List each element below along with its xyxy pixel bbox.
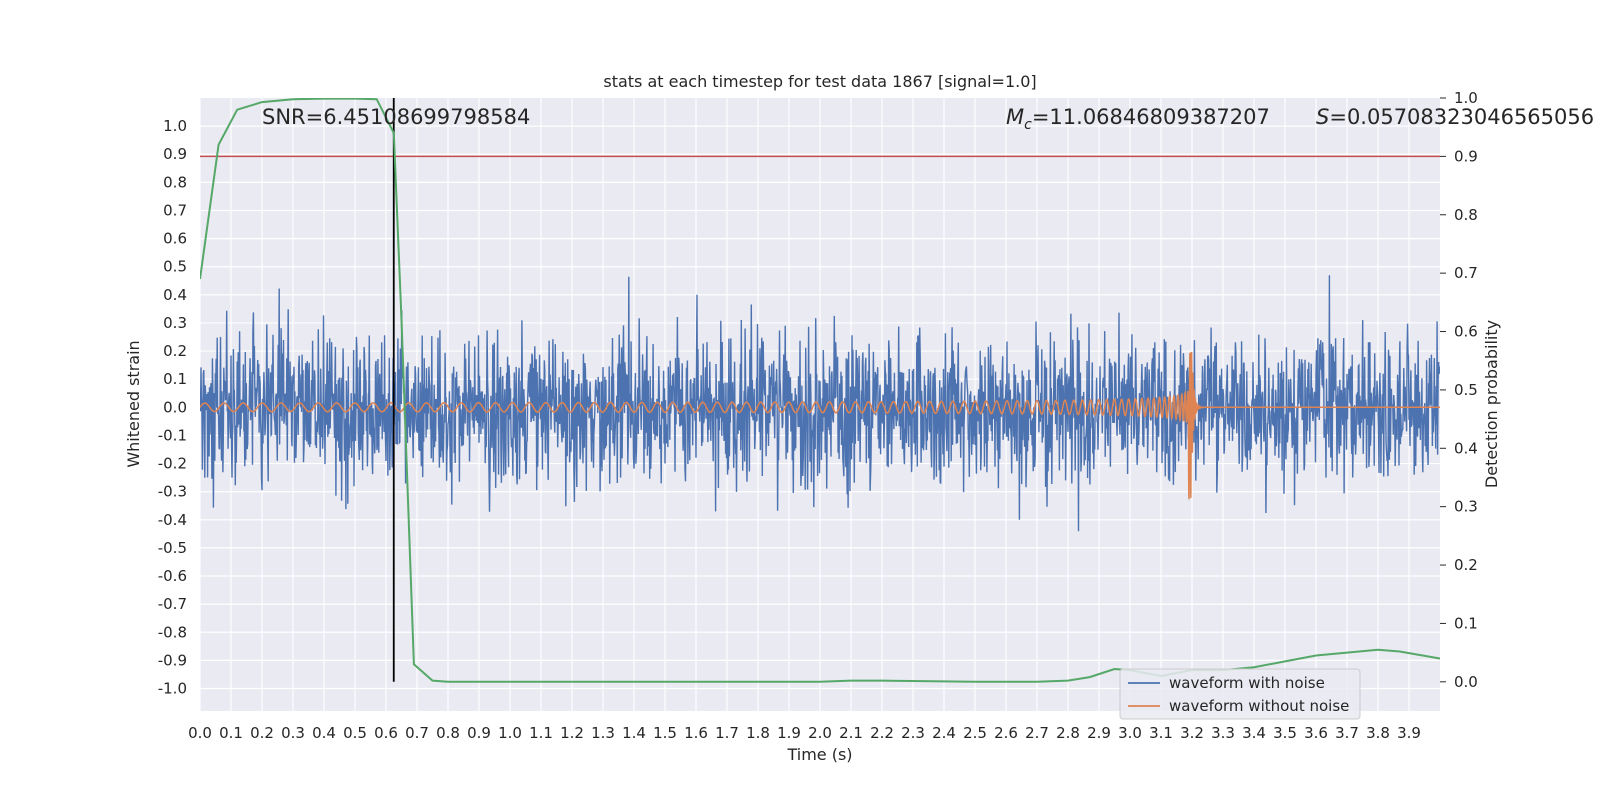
s-symbol: S: [1316, 105, 1329, 129]
x-tick-label: 3.1: [1149, 724, 1173, 742]
x-tick-label: 1.2: [560, 724, 584, 742]
x-tick-label: 3.4: [1242, 724, 1266, 742]
x-tick-label: 2.2: [870, 724, 894, 742]
x-tick-label: 1.0: [498, 724, 522, 742]
y-axis-label-left: Whitened strain: [124, 340, 143, 467]
x-tick-label: 1.4: [622, 724, 646, 742]
y-right-tick-label: 0.8: [1454, 206, 1478, 224]
y-right-tick-label: 0.1: [1454, 614, 1478, 632]
x-tick-label: 3.9: [1397, 724, 1421, 742]
x-tick-label: 0.4: [312, 724, 336, 742]
y-right-tick-label: 0.3: [1454, 498, 1478, 516]
x-tick-label: 0.8: [436, 724, 460, 742]
y-left-tick-label: 0.7: [163, 201, 187, 219]
y-left-tick-label: -0.5: [158, 539, 187, 557]
x-tick-label: 1.5: [653, 724, 677, 742]
x-tick-label: 2.3: [901, 724, 925, 742]
chirp-mass-annotation: Mc=11.06846809387207: [1006, 105, 1270, 133]
y-left-tick-label: -0.7: [158, 595, 187, 613]
x-tick-label: 3.8: [1366, 724, 1390, 742]
x-tick-label: 0.2: [250, 724, 274, 742]
x-axis-label: Time (s): [786, 745, 852, 764]
x-tick-label: 2.0: [808, 724, 832, 742]
x-tick-label: 2.5: [963, 724, 987, 742]
x-tick-label: 0.7: [405, 724, 429, 742]
chirp-mass-value: =11.06846809387207: [1032, 105, 1270, 129]
y-left-tick-label: 0.2: [163, 342, 187, 360]
chart-title: stats at each timestep for test data 186…: [603, 72, 1036, 91]
y-left-tick-label: 0.1: [163, 370, 187, 388]
x-tick-label: 1.1: [529, 724, 553, 742]
x-tick-label: 2.4: [932, 724, 956, 742]
y-left-tick-label: 0.5: [163, 258, 187, 276]
y-left-tick-label: 0.6: [163, 230, 187, 248]
y-right-tick-labels: 0.0 0.1 0.2 0.3 0.4 0.5 0.6 0.7 0.8 0.9 1.0: [1440, 89, 1478, 691]
x-tick-label: 2.8: [1056, 724, 1080, 742]
waveform-without-noise-line: [200, 351, 1440, 500]
legend-box: [1119, 668, 1361, 720]
x-tick-label: 1.8: [746, 724, 770, 742]
y-left-tick-label: -0.1: [158, 426, 187, 444]
x-tick-label: 0.5: [343, 724, 367, 742]
waveform-with-noise-line: [200, 275, 1440, 532]
y-right-tick-label: 1.0: [1454, 89, 1478, 107]
x-tick-label: 2.1: [839, 724, 863, 742]
legend-label-noise: waveform with noise: [1169, 674, 1325, 692]
y-right-tick-label: 0.4: [1454, 439, 1478, 457]
y-axis-label-right: Detection probability: [1482, 320, 1501, 488]
y-right-tick-label: 0.7: [1454, 264, 1478, 282]
x-tick-label: 0.1: [219, 724, 243, 742]
x-tick-label: 2.7: [1025, 724, 1049, 742]
detection-probability-line: [200, 98, 1440, 683]
y-right-tick-label: 0.5: [1454, 381, 1478, 399]
x-tick-label: 3.0: [1118, 724, 1142, 742]
x-tick-label: 3.7: [1335, 724, 1359, 742]
y-right-tick-label: 0.6: [1454, 323, 1478, 341]
y-left-tick-label: -0.6: [158, 567, 187, 585]
x-tick-label: 0.0: [188, 724, 212, 742]
plot-content: [200, 98, 1440, 683]
x-tick-label: 1.7: [715, 724, 739, 742]
s-annotation: S=0.05708323046565056: [1316, 105, 1594, 129]
y-left-tick-label: 0.3: [163, 314, 187, 332]
x-tick-label: 1.9: [777, 724, 801, 742]
chirp-mass-symbol: M: [1006, 105, 1024, 129]
y-left-tick-label: 0.8: [163, 173, 187, 191]
y-left-tick-label: -0.4: [158, 511, 187, 529]
y-left-tick-label: -0.9: [158, 651, 187, 669]
y-left-tick-label: 1.0: [163, 117, 187, 135]
x-tick-label: 2.6: [994, 724, 1018, 742]
x-tick-label: 1.3: [591, 724, 615, 742]
s-value: =0.05708323046565056: [1329, 105, 1594, 129]
x-tick-label: 0.6: [374, 724, 398, 742]
snr-annotation: SNR=6.45108699798584: [262, 105, 530, 129]
y-left-tick-label: -1.0: [158, 680, 187, 698]
y-right-tick-label: 0.0: [1454, 673, 1478, 691]
y-left-tick-label: -0.2: [158, 455, 187, 473]
legend-label-chirp: waveform without noise: [1169, 697, 1349, 715]
x-tick-label: 3.2: [1180, 724, 1204, 742]
y-left-tick-label: 0.0: [163, 398, 187, 416]
y-left-tick-label: 0.9: [163, 145, 187, 163]
legend: waveform with noise waveform without noi…: [1119, 668, 1361, 720]
x-tick-label: 1.6: [684, 724, 708, 742]
x-tick-label: 3.3: [1211, 724, 1235, 742]
x-tick-label: 0.9: [467, 724, 491, 742]
x-tick-label: 3.5: [1273, 724, 1297, 742]
x-tick-label: 2.9: [1087, 724, 1111, 742]
x-tick-label: 0.3: [281, 724, 305, 742]
chirp-mass-subscript: c: [1024, 117, 1032, 133]
x-tick-labels: 0.0 0.1 0.2 0.3 0.4 0.5 0.6 0.7 0.8 0.9 1.0 1.1 1.2 1…: [188, 724, 1421, 742]
y-left-tick-labels: -1.0 -0.9 -0.8 -0.7 -0.6 -0.5 -0.4 -0.3 -0.2 -0.1…: [158, 117, 187, 697]
y-right-tick-label: 0.2: [1454, 556, 1478, 574]
y-left-tick-label: 0.4: [163, 286, 187, 304]
y-left-tick-label: -0.8: [158, 623, 187, 641]
x-tick-label: 3.6: [1304, 724, 1328, 742]
y-left-tick-label: -0.3: [158, 483, 187, 501]
y-right-tick-label: 0.9: [1454, 147, 1478, 165]
